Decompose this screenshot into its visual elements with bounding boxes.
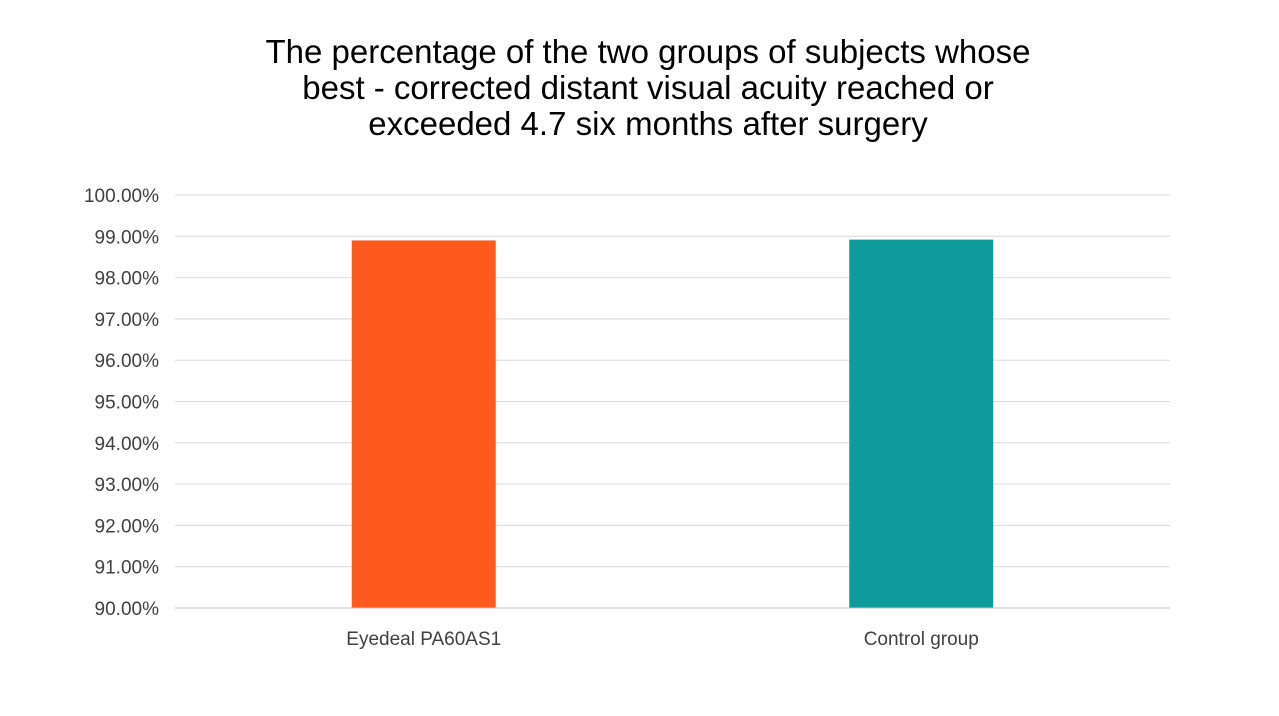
chart-title: The percentage of the two groups of subj… — [0, 34, 1279, 142]
chart-title-line-3: exceeded 4.7 six months after surgery — [368, 105, 928, 142]
y-tick-label-6: 96.00% — [95, 351, 160, 372]
y-tick-label-0: 90.00% — [95, 599, 160, 620]
y-tick-label-4: 94.00% — [95, 434, 160, 455]
bar-1 — [849, 239, 994, 608]
y-tick-label-10: 100.00% — [84, 186, 159, 207]
y-tick-label-1: 91.00% — [95, 558, 160, 579]
y-tick-label-3: 93.00% — [95, 475, 160, 496]
y-axis-tick-labels: 90.00% 91.00% 92.00% 93.00% 94.00% 95.00% 96.0… — [84, 186, 159, 620]
category-label-0: Eyedeal PA60AS1 — [346, 629, 501, 650]
chart-title-line-1: The percentage of the two groups of subj… — [265, 33, 1031, 70]
y-tick-label-8: 98.00% — [95, 269, 160, 290]
bar-0 — [351, 240, 496, 608]
category-labels: Eyedeal PA60AS1 Control group — [346, 629, 979, 650]
y-tick-label-2: 92.00% — [95, 516, 160, 537]
chart-title-line-2: best - corrected distant visual acuity r… — [302, 69, 994, 106]
y-tick-label-9: 99.00% — [95, 227, 160, 248]
bars — [351, 239, 994, 608]
gridlines — [175, 194, 1170, 568]
category-label-1: Control group — [864, 629, 979, 650]
y-tick-label-7: 97.00% — [95, 310, 160, 331]
y-tick-label-5: 95.00% — [95, 393, 160, 414]
